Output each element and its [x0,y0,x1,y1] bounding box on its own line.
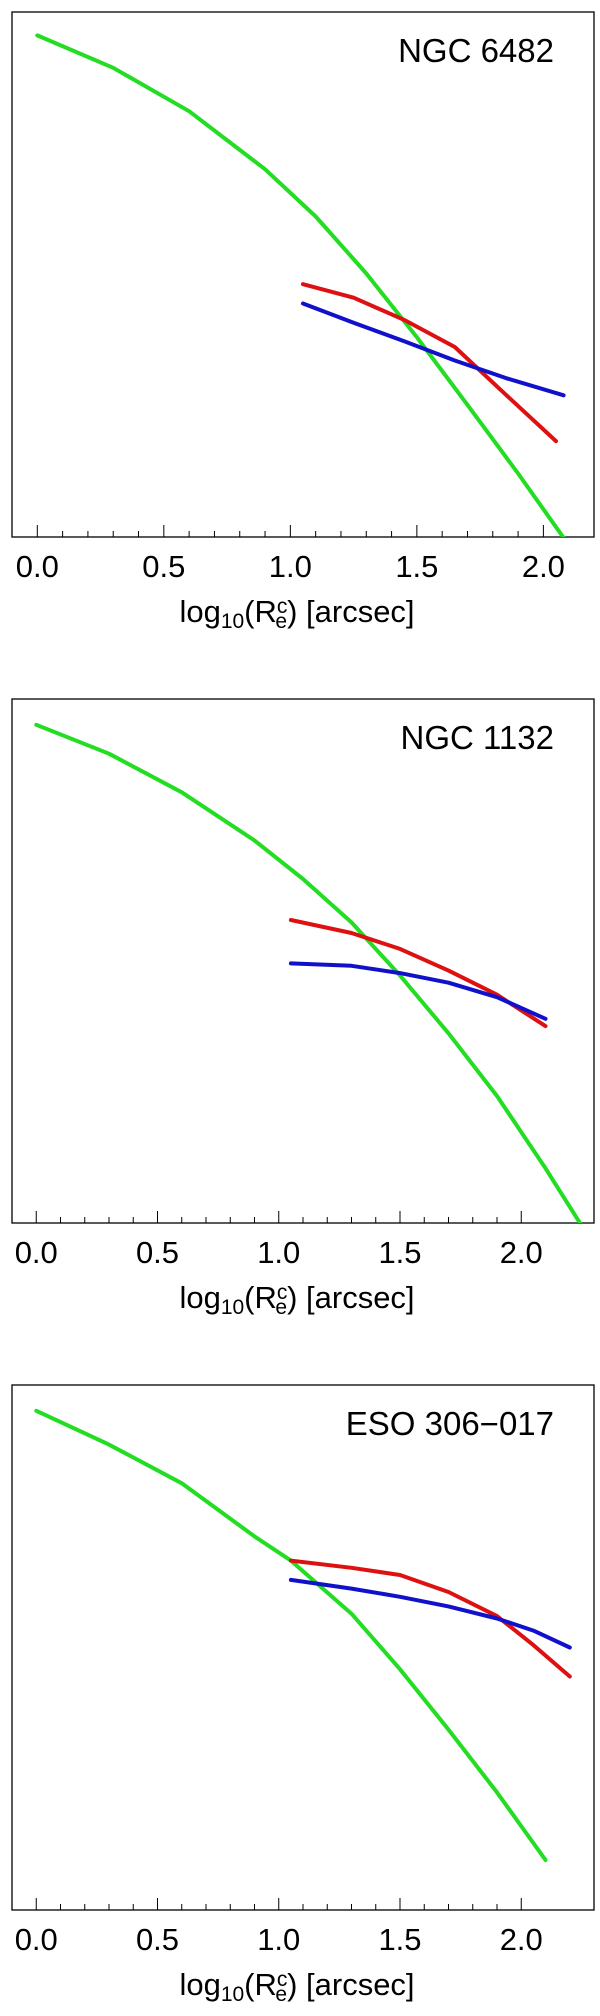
x-axis-label-part: log [179,594,220,629]
chart-panel-1: 0.0 0.5 1.0 1.5 2.0 log10(Rc e) [arcsec] NGC 64… [11,11,595,633]
x-tick-label: 2.0 [522,549,565,584]
x-axis-label-part: ) [arcsec] [287,1280,414,1315]
x-axis-label-part: (R [244,1967,277,2002]
x-tick-label: 0.0 [15,1235,58,1270]
x-tick-label: 1.5 [395,549,438,584]
x-axis-label-part: 10 [221,1296,244,1319]
plot-frame [11,698,595,1224]
series-line-2 [288,1558,572,1679]
x-tick-label: 0.5 [142,549,185,584]
x-tick-label: 1.0 [269,549,312,584]
x-tick-label: 2.0 [500,1922,543,1957]
series-line-1 [34,1408,548,1862]
plot-frame [11,11,595,538]
chart-panel-2: 0.0 0.5 1.0 1.5 2.0 log10(Rc e) [arcsec] NGC 11… [11,698,595,1319]
x-axis-label-part: e [275,1983,287,2006]
x-axis-label-part: c [277,1968,288,1991]
x-tick-label: 0.0 [16,549,59,584]
x-axis-label: log10(Rc e) [arcsec] [179,1967,414,2006]
chart-title: NGC 1132 [401,719,554,756]
x-tick-label: 1.5 [378,1235,421,1270]
x-axis-label-part: c [277,595,288,618]
series-line-3 [288,961,548,1021]
x-axis-label-part: log [179,1280,220,1315]
series-line-2 [288,918,548,1029]
chart-title: ESO 306−017 [346,1405,554,1442]
chart-title: NGC 6482 [398,32,554,69]
x-axis-label-part: c [277,1281,288,1304]
x-tick-label: 1.0 [257,1922,300,1957]
x-tick-label: 0.5 [136,1922,179,1957]
x-tick-label: 0.5 [136,1235,179,1270]
x-tick-label: 0.0 [15,1922,58,1957]
x-axis-label-part: e [275,610,287,633]
series-line-3 [288,1577,572,1650]
series-line-3 [301,301,566,398]
x-axis-label-part: ) [arcsec] [287,1967,414,2002]
x-axis-label-part: e [275,1296,287,1319]
x-axis-label-part: ) [arcsec] [287,594,414,629]
x-tick-label: 2.0 [500,1235,543,1270]
x-axis-label-part: 10 [221,1983,244,2006]
series-line-1 [34,722,583,1223]
chart-panel-3: 0.0 0.5 1.0 1.5 2.0 log10(Rc e) [arcsec] ESO 30… [11,1384,595,2006]
x-axis-label-part: 10 [221,610,244,633]
series-line-1 [35,33,566,537]
x-axis-label-part: (R [244,1280,277,1315]
x-axis-label: log10(Rc e) [arcsec] [179,1280,414,1319]
x-axis-label: log10(Rc e) [arcsec] [179,594,414,633]
series-line-2 [301,282,558,444]
x-tick-label: 1.5 [378,1922,421,1957]
x-axis-label-part: (R [244,594,277,629]
plot-frame [11,1384,595,1911]
x-axis-label-part: log [179,1967,220,2002]
x-tick-label: 1.0 [257,1235,300,1270]
